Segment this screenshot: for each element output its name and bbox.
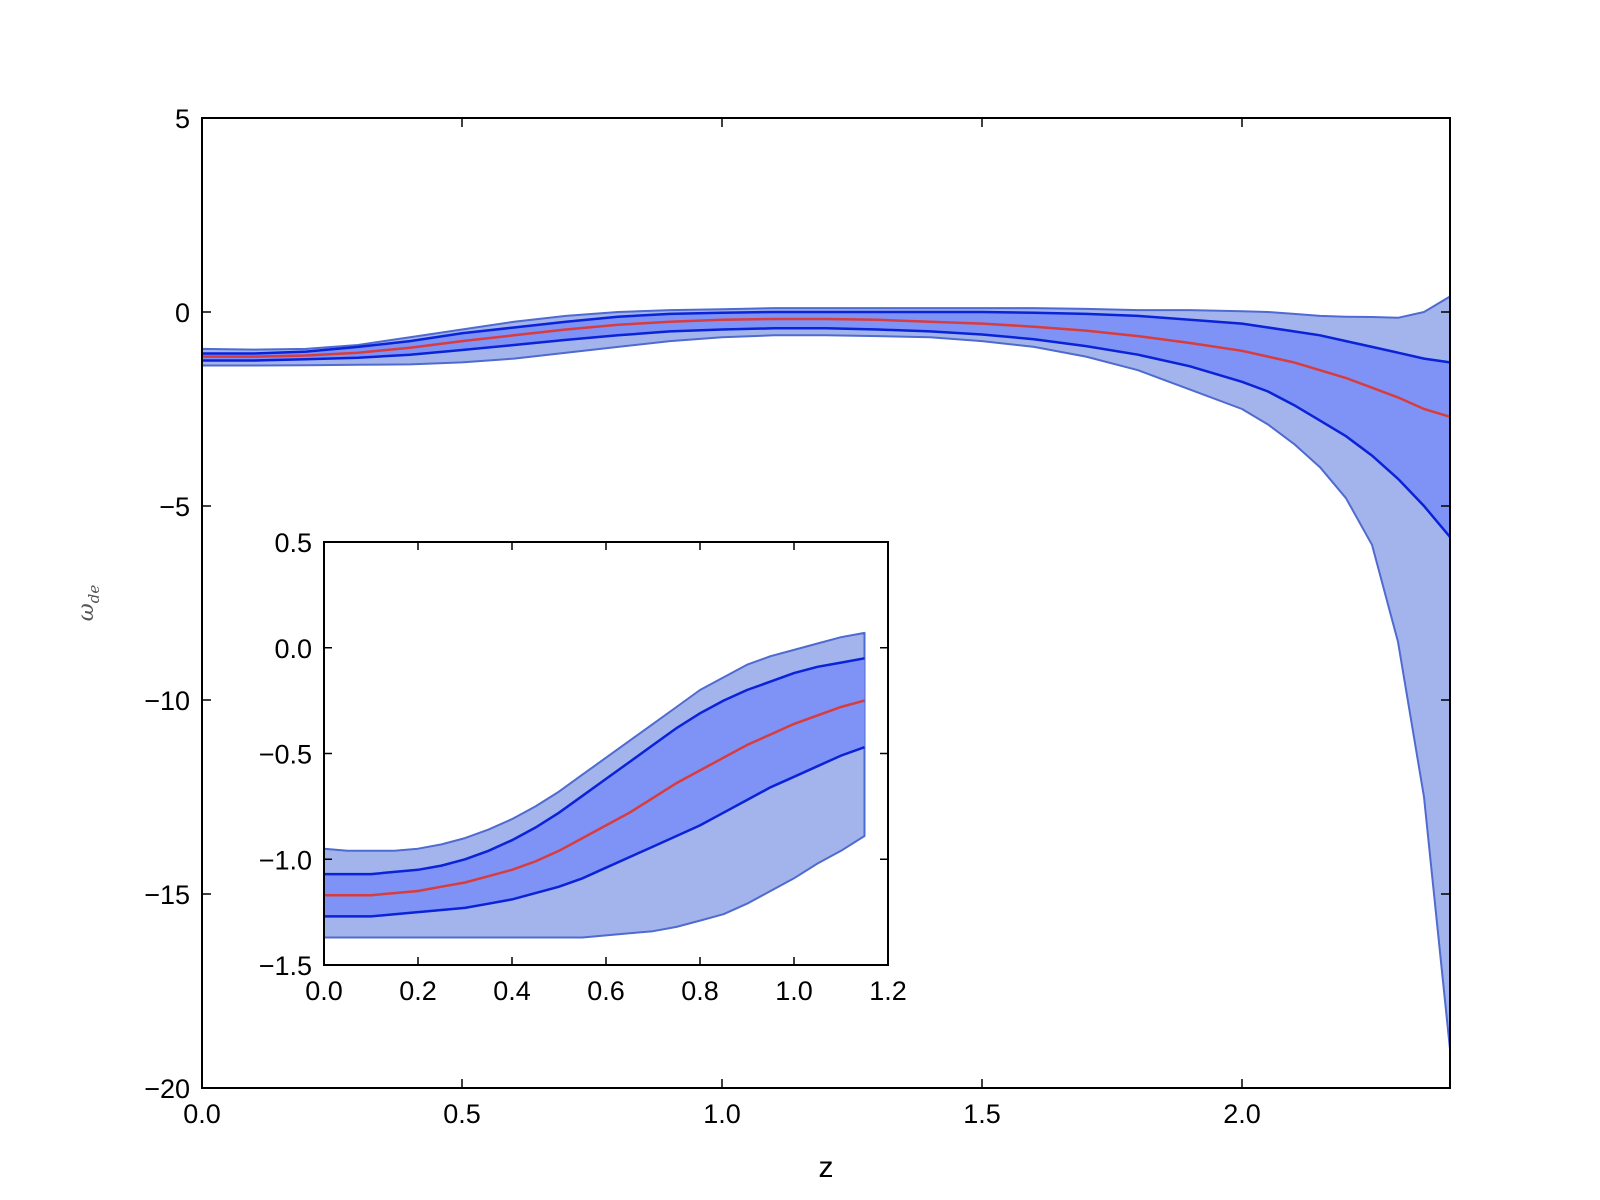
- inset-band-1sigma: [324, 658, 865, 917]
- inset-mean-line: [324, 699, 865, 897]
- main-ytick-label: −20: [144, 1074, 190, 1104]
- inset-ytick-label: −0.5: [259, 740, 312, 770]
- inset-xtick-label: 0.2: [399, 976, 437, 1006]
- main-ticks: 0.0 0.5 1.0 1.5 2.0 5 0 −5 −10 −15 −20: [144, 104, 1450, 1129]
- main-upper-1sigma-line: [202, 310, 1451, 364]
- main-plot: 0.0 0.5 1.0 1.5 2.0 5 0 −5 −10 −15 −20 z ωde: [74, 104, 1451, 1184]
- inset-ytick-label: −1.0: [259, 845, 312, 875]
- inset-ytick-label: −1.5: [259, 951, 312, 981]
- inset-xtick-label: 1.0: [775, 976, 813, 1006]
- main-xtick-label: 1.5: [963, 1099, 1001, 1129]
- inset-xtick-label: 0.8: [681, 976, 719, 1006]
- main-lower-1sigma-line: [202, 327, 1451, 538]
- main-ylabel-subscript: de: [85, 585, 103, 604]
- main-ylabel-symbol: ω: [74, 603, 99, 621]
- main-xlabel: z: [819, 1151, 834, 1184]
- main-mean-line: [202, 317, 1451, 418]
- inset-lower-1sigma-line: [324, 746, 865, 918]
- inset-ytick-label: 0.0: [274, 634, 312, 664]
- inset-xtick-label: 0.4: [493, 976, 531, 1006]
- main-xtick-label: 0.0: [183, 1099, 221, 1129]
- main-ytick-label: 5: [175, 104, 190, 134]
- main-xtick-label: 1.0: [703, 1099, 741, 1129]
- inset-upper-1sigma-line: [324, 657, 865, 876]
- svg-text:ωde: ωde: [74, 585, 103, 622]
- main-ylabel: ωde: [74, 585, 103, 622]
- inset-ticks: 0.0 0.2 0.4 0.6 0.8 1.0 1.2 0.5 0.0 −0.5 −1.0 −1.5: [259, 528, 907, 1006]
- main-ytick-label: −15: [144, 880, 190, 910]
- main-ytick-label: −10: [144, 686, 190, 716]
- main-plot-frame: [201, 117, 1451, 1089]
- main-xtick-label: 2.0: [1223, 1099, 1261, 1129]
- main-xtick-label: 0.5: [443, 1099, 481, 1129]
- inset-plot: 0.0 0.2 0.4 0.6 0.8 1.0 1.2 0.5 0.0 −0.5 −1.0 −1.5: [259, 528, 907, 1006]
- main-ytick-label: 0: [175, 298, 190, 328]
- main-lines: [202, 310, 1451, 538]
- inset-xtick-label: 1.2: [869, 976, 907, 1006]
- inset-xtick-label: 0.0: [305, 976, 343, 1006]
- inset-xtick-label: 0.6: [587, 976, 625, 1006]
- inset-lines: [324, 657, 865, 918]
- inset-ytick-label: 0.5: [274, 528, 312, 558]
- main-ytick-label: −5: [159, 492, 190, 522]
